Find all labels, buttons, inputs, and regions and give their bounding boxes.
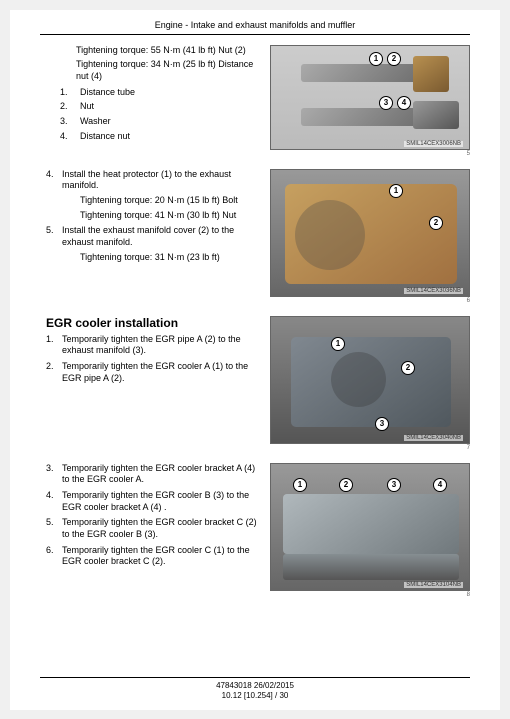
step-item: 3.Temporarily tighten the EGR cooler bra… bbox=[46, 463, 260, 486]
section-3-figure: 1 2 3 SMIL14CEX3040NB 7 bbox=[270, 316, 470, 451]
figure-caption: 6 bbox=[270, 298, 470, 304]
figure-caption: 8 bbox=[270, 592, 470, 598]
step-item: 2.Temporarily tighten the EGR cooler A (… bbox=[46, 361, 260, 384]
figure: 1 2 3 SMIL14CEX3040NB bbox=[270, 316, 470, 444]
section-1-figure: 1 2 3 4 SMIL14CEX3006NB 5 bbox=[270, 45, 470, 157]
figure-label: SMIL14CEX3040NB bbox=[404, 435, 463, 441]
callout: 4 bbox=[397, 96, 411, 110]
page-footer: 47843018 26/02/2015 10.12 [10.254] / 30 bbox=[40, 677, 470, 702]
footer-line1: 47843018 26/02/2015 bbox=[40, 681, 470, 691]
step-item: 5.Temporarily tighten the EGR cooler bra… bbox=[46, 517, 260, 540]
figure: 1 2 3 4 SMIL14CEX3006NB bbox=[270, 45, 470, 150]
step-item: 5. Install the exhaust manifold cover (2… bbox=[46, 225, 260, 263]
figure-caption: 7 bbox=[270, 445, 470, 451]
part-item: 1.Distance tube bbox=[46, 87, 260, 99]
step-item: 4. Install the heat protector (1) to the… bbox=[46, 169, 260, 222]
parts-list: 1.Distance tube 2.Nut 3.Washer 4.Distanc… bbox=[46, 87, 260, 143]
callout: 2 bbox=[387, 52, 401, 66]
section-4: 3.Temporarily tighten the EGR cooler bra… bbox=[40, 463, 470, 598]
callout: 3 bbox=[379, 96, 393, 110]
figure-label: SMIL14CEX3104NB bbox=[404, 582, 463, 588]
section-2-text: 4. Install the heat protector (1) to the… bbox=[40, 169, 260, 304]
steps-list: 3.Temporarily tighten the EGR cooler bra… bbox=[46, 463, 260, 569]
callout: 1 bbox=[331, 337, 345, 351]
steps-list: 1.Temporarily tighten the EGR pipe A (2)… bbox=[46, 334, 260, 385]
callout: 1 bbox=[293, 478, 307, 492]
section-2-figure: 1 2 SMIL14CEX3036NB 6 bbox=[270, 169, 470, 304]
figure: 1 2 SMIL14CEX3036NB bbox=[270, 169, 470, 297]
page: Engine - Intake and exhaust manifolds an… bbox=[10, 10, 500, 710]
section-4-figure: 1 2 3 4 SMIL14CEX3104NB 8 bbox=[270, 463, 470, 598]
section-3: EGR cooler installation 1.Temporarily ti… bbox=[40, 316, 470, 451]
callout: 2 bbox=[401, 361, 415, 375]
figure-label: SMIL14CEX3036NB bbox=[404, 288, 463, 294]
callout: 1 bbox=[389, 184, 403, 198]
torque-spec: Tightening torque: 20 N·m (15 lb ft) Bol… bbox=[62, 195, 260, 207]
part-item: 4.Distance nut bbox=[46, 131, 260, 143]
callout: 2 bbox=[429, 216, 443, 230]
step-item: 4.Temporarily tighten the EGR cooler B (… bbox=[46, 490, 260, 513]
step-item: 6.Temporarily tighten the EGR cooler C (… bbox=[46, 545, 260, 568]
step-item: 1.Temporarily tighten the EGR pipe A (2)… bbox=[46, 334, 260, 357]
figure: 1 2 3 4 SMIL14CEX3104NB bbox=[270, 463, 470, 591]
callout: 1 bbox=[369, 52, 383, 66]
part-item: 2.Nut bbox=[46, 101, 260, 113]
torque-spec: Tightening torque: 31 N·m (23 lb ft) bbox=[62, 252, 260, 264]
section-title: EGR cooler installation bbox=[46, 316, 260, 330]
callout: 3 bbox=[387, 478, 401, 492]
section-2: 4. Install the heat protector (1) to the… bbox=[40, 169, 470, 304]
page-header: Engine - Intake and exhaust manifolds an… bbox=[40, 20, 470, 35]
footer-line2: 10.12 [10.254] / 30 bbox=[40, 691, 470, 701]
torque-spec: Tightening torque: 55 N·m (41 lb ft) Nut… bbox=[46, 45, 260, 57]
callout: 4 bbox=[433, 478, 447, 492]
section-1: Tightening torque: 55 N·m (41 lb ft) Nut… bbox=[40, 45, 470, 157]
callout: 3 bbox=[375, 417, 389, 431]
steps-list: 4. Install the heat protector (1) to the… bbox=[46, 169, 260, 264]
torque-spec: Tightening torque: 34 N·m (25 lb ft) Dis… bbox=[46, 59, 260, 82]
part-item: 3.Washer bbox=[46, 116, 260, 128]
figure-label: SMIL14CEX3006NB bbox=[404, 141, 463, 147]
section-4-text: 3.Temporarily tighten the EGR cooler bra… bbox=[40, 463, 260, 598]
figure-caption: 5 bbox=[270, 151, 470, 157]
section-3-text: EGR cooler installation 1.Temporarily ti… bbox=[40, 316, 260, 451]
callout: 2 bbox=[339, 478, 353, 492]
section-1-text: Tightening torque: 55 N·m (41 lb ft) Nut… bbox=[40, 45, 260, 157]
torque-spec: Tightening torque: 41 N·m (30 lb ft) Nut bbox=[62, 210, 260, 222]
